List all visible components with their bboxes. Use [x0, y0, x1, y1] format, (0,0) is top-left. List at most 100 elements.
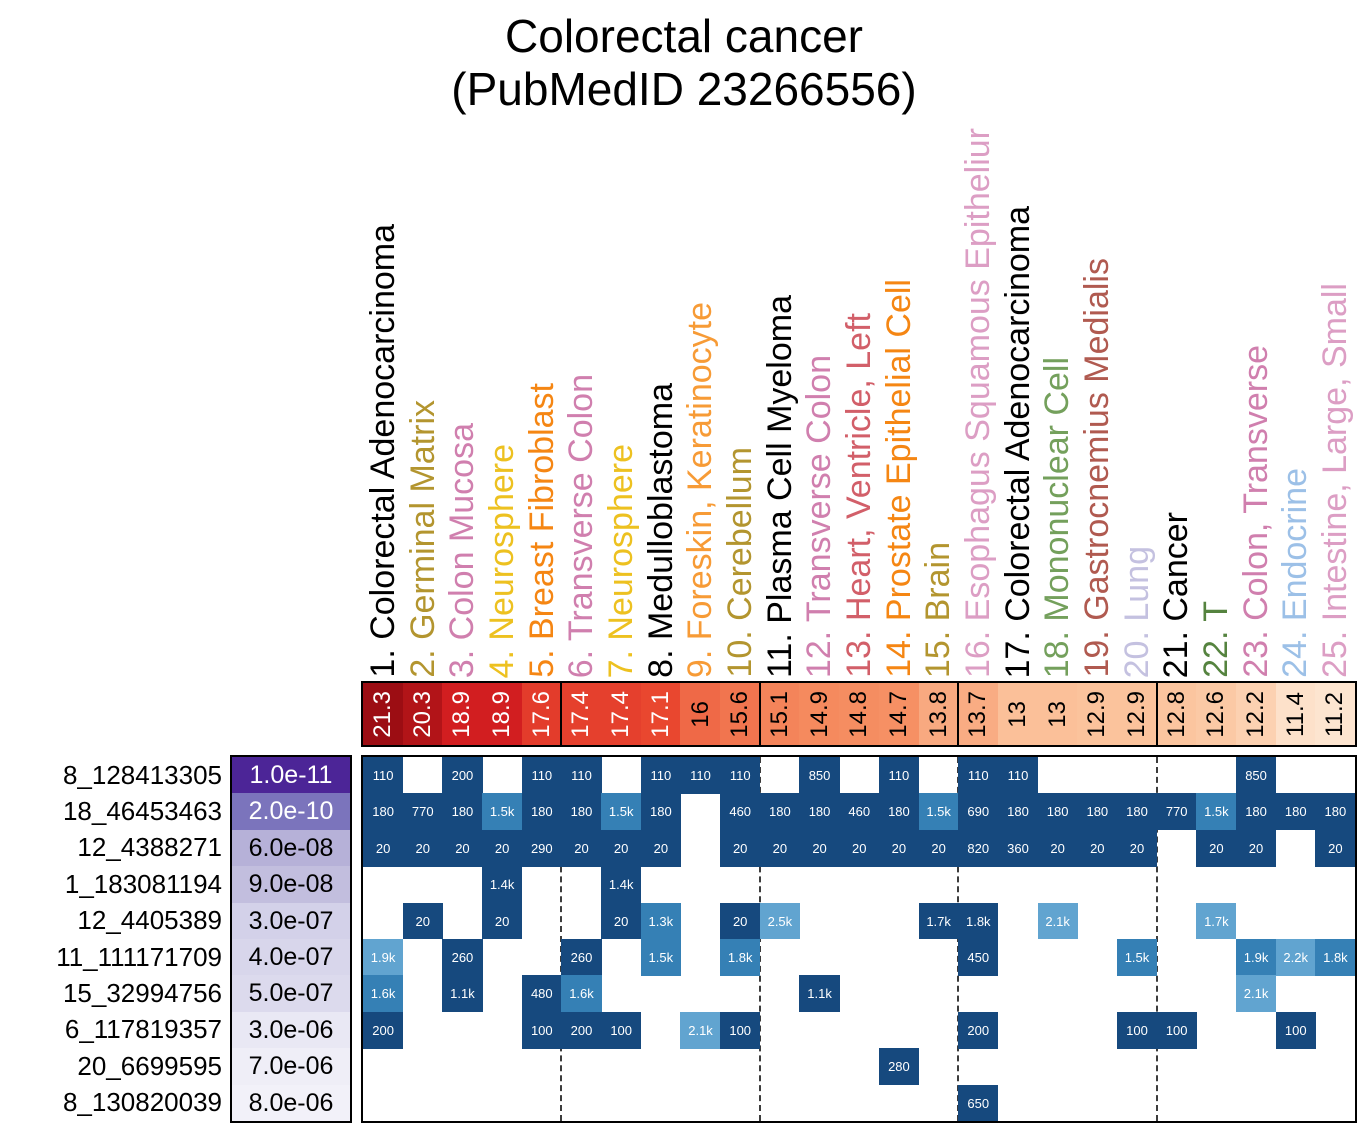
heatmap-cell: 1.4k: [601, 866, 642, 904]
pvalue-cell: 6.0e-08: [232, 829, 350, 867]
score-value: 12.9: [1083, 690, 1111, 738]
heatmap-cell: 460: [720, 793, 761, 831]
score-cell: 14.8: [839, 683, 880, 745]
heatmap-cell: 1.5k: [601, 793, 642, 831]
pvalue-cell: 7.0e-06: [232, 1048, 350, 1086]
heatmap-cell: 1.5k: [918, 793, 959, 831]
row-label: 12_4388271: [77, 832, 222, 863]
heatmap-cell: 1.5k: [482, 793, 523, 831]
heatmap-cell: 1.5k: [1196, 793, 1237, 831]
score-cell: 17.1: [640, 683, 681, 745]
group-separator: [560, 683, 563, 745]
column-label: 15. Brain: [919, 541, 958, 678]
row-label: 8_130820039: [62, 1087, 222, 1118]
score-value: 17.1: [646, 690, 674, 738]
column-label: 12. Transverse Colon: [800, 354, 839, 678]
score-cell: 13: [997, 683, 1039, 745]
score-cell: 12.9: [1116, 683, 1158, 745]
score-value: 11.4: [1281, 691, 1309, 737]
figure-title-line2: (PubMedID 23266556): [451, 62, 917, 115]
score-cell: 17.4: [601, 683, 642, 745]
heatmap-cell: 200: [442, 757, 483, 794]
heatmap-cell: 20: [442, 829, 483, 867]
heatmap-cell: 20: [601, 829, 642, 867]
heatmap-cell: 200: [363, 1011, 404, 1049]
heatmap-cell: 20: [1116, 829, 1158, 867]
score-cell: 11.4: [1275, 683, 1316, 745]
score-cell: 20.3: [402, 683, 443, 745]
column-label: 23. Colon, Transverse: [1236, 345, 1275, 678]
heatmap-cell: 1.9k: [363, 939, 404, 976]
score-cell: 14.7: [878, 683, 919, 745]
score-cell: 15.1: [759, 683, 800, 745]
score-value: 12.9: [1122, 690, 1150, 738]
score-value: 15.1: [765, 690, 793, 738]
heatmap-cell: 110: [561, 757, 602, 794]
heatmap-cell: 260: [561, 939, 602, 976]
heatmap-cell: 20: [759, 829, 800, 867]
heatmap-cell: 100: [1156, 1011, 1197, 1049]
heatmap-cell: 280: [878, 1048, 919, 1086]
heatmap-cell: 20: [402, 902, 443, 940]
column-label: 6. Transverse Colon: [562, 373, 601, 678]
score-cell: 12.8: [1156, 683, 1197, 745]
column-label: 3. Colon Mucosa: [443, 422, 482, 678]
score-cell: 16: [680, 683, 721, 745]
heatmap-cell: 1.8k: [958, 902, 999, 940]
row-label: 12_4405389: [77, 905, 222, 936]
heatmap-cell: 2.2k: [1275, 939, 1316, 976]
column-label: 13. Heart, Ventricle, Left: [840, 313, 878, 678]
heatmap-cell: 110: [958, 757, 999, 794]
column-label: 2. Germinal Matrix: [403, 400, 442, 678]
heatmap-cell: 100: [521, 1011, 562, 1049]
row-label: 1_183081194: [64, 868, 222, 899]
heatmap-cell: 110: [878, 757, 919, 794]
column-label: 17. Colorectal Adenocarcinoma: [998, 205, 1037, 679]
column-label: 11. Plasma Cell Myeloma: [760, 295, 799, 678]
column-label: 18. Mononuclear Cell: [1038, 356, 1077, 678]
pvalue-cell: 2.0e-10: [232, 793, 350, 831]
pvalue-cell: 4.0e-07: [232, 939, 350, 976]
heatmap-cell: 820: [958, 829, 999, 867]
heatmap-cell: 770: [1156, 793, 1197, 831]
heatmap-cell: 180: [997, 793, 1039, 831]
score-value: 17.4: [567, 690, 595, 738]
group-separator: [1155, 683, 1158, 745]
heatmap-cell: 180: [521, 793, 562, 831]
score-cell: 21.3: [363, 683, 404, 745]
score-value: 14.9: [805, 690, 833, 738]
heatmap-cell: 20: [363, 829, 404, 867]
heatmap-cell: 20: [601, 902, 642, 940]
heatmap-cell: 100: [1116, 1011, 1158, 1049]
group-separator: [957, 683, 960, 745]
score-value: 16: [686, 700, 714, 728]
heatmap-cell: 1.7k: [918, 902, 959, 940]
score-value: 14.7: [884, 690, 912, 738]
heatmap-cell: 180: [1275, 793, 1316, 831]
row-label: 6_117819357: [64, 1014, 222, 1045]
column-label: 1. Colorectal Adenocarcinoma: [363, 224, 402, 678]
pvalue-cell: 3.0e-06: [232, 1011, 350, 1049]
heatmap-cell: 1.1k: [442, 975, 483, 1013]
score-cell: 13.8: [918, 683, 959, 745]
heatmap-cell: 110: [363, 757, 404, 794]
row-label: 15_32994756: [62, 978, 222, 1009]
heatmap-cell: 20: [1315, 829, 1355, 867]
pvalue-cell: 5.0e-07: [232, 975, 350, 1013]
heatmap-cell: 1.5k: [640, 939, 681, 976]
heatmap-cell: 20: [1235, 829, 1277, 867]
score-value: 17.4: [607, 690, 635, 738]
pvalue-cell: 3.0e-07: [232, 902, 350, 940]
score-cell: 17.4: [561, 683, 602, 745]
heatmap-cell: 2.1k: [1037, 902, 1078, 940]
heatmap-cell: 180: [1116, 793, 1158, 831]
heatmap-cell: 650: [958, 1084, 999, 1121]
heatmap-cell: 360: [997, 829, 1039, 867]
heatmap-cell: 110: [680, 757, 721, 794]
heatmap-cell: 200: [958, 1011, 999, 1049]
heatmap-cell: 20: [1037, 829, 1078, 867]
heatmap-cell: 200: [561, 1011, 602, 1049]
heatmap-cell: 850: [799, 757, 840, 794]
heatmap-cell: 180: [759, 793, 800, 831]
